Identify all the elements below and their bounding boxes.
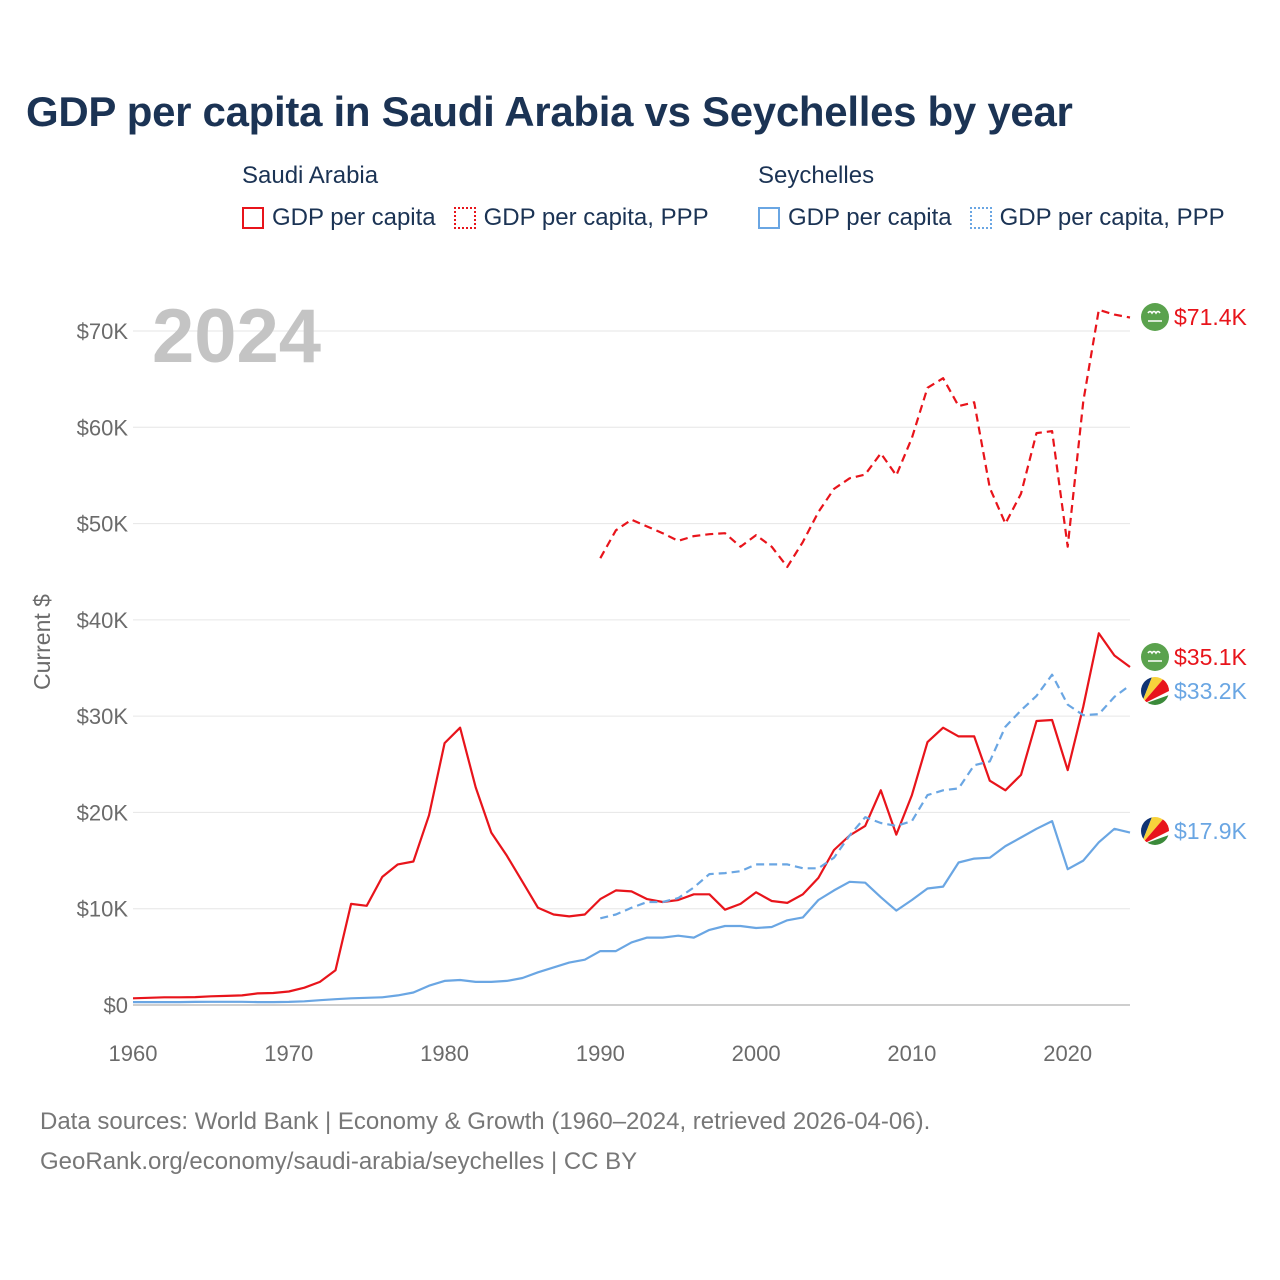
saudi-flag-icon <box>1141 643 1169 671</box>
y-tick-label: $10K <box>77 897 129 922</box>
series-line[interactable] <box>599 308 1131 569</box>
footer-sources: Data sources: World Bank | Economy & Gro… <box>40 1108 931 1135</box>
legend-swatch-dotted-icon <box>453 207 476 229</box>
end-value-label: $17.9K <box>1174 818 1248 844</box>
end-value-label: $71.4K <box>1174 304 1248 330</box>
x-tick-label: 2010 <box>887 1041 936 1066</box>
y-tick-label: $30K <box>77 704 129 729</box>
legend-group-saudi-arabia: Saudi Arabia GDP per capita GDP per capi… <box>242 162 709 232</box>
chart-title: GDP per capita in Saudi Arabia vs Seyche… <box>26 88 1073 135</box>
series-line[interactable] <box>132 632 1131 1000</box>
y-axis-label: Current $ <box>29 594 55 690</box>
x-tick-label: 1960 <box>109 1041 158 1066</box>
y-tick-label: $60K <box>77 415 129 440</box>
legend-label: GDP per capita <box>272 204 436 231</box>
y-tick-label: $70K <box>77 319 129 344</box>
legend-item-sa-gdp-ppp[interactable]: GDP per capita, PPP <box>453 204 709 232</box>
seychelles-flag-icon <box>1141 677 1169 705</box>
legend-label: GDP per capita, PPP <box>483 204 709 231</box>
legend-item-sc-gdp-ppp[interactable]: GDP per capita, PPP <box>969 204 1225 232</box>
legend-swatch-dotted-icon <box>969 207 992 229</box>
year-label: 2024 <box>152 294 321 379</box>
legend-group-seychelles: Seychelles GDP per capita GDP per capita… <box>758 162 1225 232</box>
x-tick-label: 1970 <box>264 1041 313 1066</box>
legend-item-sa-gdp[interactable]: GDP per capita <box>242 204 436 232</box>
legend-label: GDP per capita, PPP <box>999 204 1225 231</box>
seychelles-flag-icon <box>1141 817 1169 845</box>
series-line[interactable] <box>133 819 1131 1004</box>
legend-item-sc-gdp[interactable]: GDP per capita <box>758 204 952 232</box>
legend-swatch-solid-icon <box>242 207 264 229</box>
saudi-flag-icon <box>1141 303 1169 331</box>
y-tick-label: $40K <box>77 608 129 633</box>
x-tick-label: 2000 <box>732 1041 781 1066</box>
x-tick-label: 1980 <box>420 1041 469 1066</box>
y-tick-label: $50K <box>77 512 129 537</box>
y-tick-label: $0 <box>104 993 128 1018</box>
end-value-label: $33.2K <box>1174 678 1248 704</box>
legend-group-title: Saudi Arabia <box>242 162 379 189</box>
legend-label: GDP per capita <box>788 204 952 231</box>
end-value-label: $35.1K <box>1174 644 1248 670</box>
series-line[interactable] <box>600 673 1131 920</box>
y-tick-label: $20K <box>77 800 129 825</box>
x-tick-label: 2020 <box>1043 1041 1092 1066</box>
footer-link[interactable]: GeoRank.org/economy/saudi-arabia/seychel… <box>40 1148 638 1175</box>
legend-swatch-solid-icon <box>758 207 780 229</box>
x-tick-label: 1990 <box>576 1041 625 1066</box>
legend-group-title: Seychelles <box>758 162 875 189</box>
